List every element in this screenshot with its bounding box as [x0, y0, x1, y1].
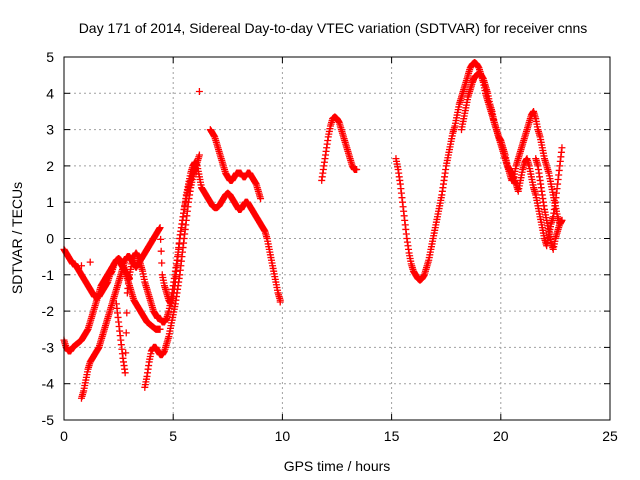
y-tick-label: -5 [42, 412, 55, 428]
data-point [156, 325, 164, 333]
x-tick-label: 25 [602, 428, 618, 444]
data-point [156, 224, 164, 232]
data-point [122, 349, 130, 357]
data-point [86, 258, 94, 266]
y-tick-label: 0 [46, 231, 54, 247]
data-point [353, 166, 361, 174]
data-point [257, 195, 265, 203]
data-point [121, 369, 129, 377]
series-arc-f [206, 126, 265, 203]
data-points [60, 58, 566, 402]
data-point [276, 298, 284, 306]
series-arc-c [77, 158, 284, 402]
y-tick-label: 5 [46, 49, 54, 65]
x-tick-label: 15 [384, 428, 400, 444]
plot-frame [63, 56, 611, 421]
y-axis-label: SDTVAR / TECUs [9, 182, 25, 294]
series-isolated [77, 87, 284, 306]
series-arc-e [141, 151, 203, 391]
data-point [558, 216, 566, 224]
data-point [157, 235, 165, 243]
chart-title: Day 171 of 2014, Sidereal Day-to-day VTE… [79, 20, 588, 36]
y-tick-label: -1 [42, 267, 55, 283]
series-arc-g [318, 113, 361, 184]
x-tick-label: 0 [60, 428, 68, 444]
y-tick-label: 3 [46, 122, 54, 138]
axis-ticks [63, 56, 611, 421]
y-tick-label: 4 [46, 85, 54, 101]
data-point [157, 247, 165, 255]
data-point [123, 309, 131, 317]
x-tick-label: 10 [275, 428, 291, 444]
y-tick-label: 2 [46, 158, 54, 174]
data-point [77, 262, 85, 270]
series-arc-b [60, 254, 164, 355]
series-arc-j [532, 155, 566, 253]
x-tick-label: 20 [493, 428, 509, 444]
y-tick-label: 1 [46, 194, 54, 210]
data-point [195, 151, 203, 159]
x-axis-label: GPS time / hours [284, 458, 391, 474]
data-point [158, 259, 166, 267]
y-tick-label: -2 [42, 303, 55, 319]
data-point [558, 144, 566, 152]
y-tick-label: -4 [42, 376, 55, 392]
data-point [122, 329, 130, 337]
series-arc-i [457, 69, 566, 250]
data-point [195, 87, 203, 95]
tick-labels: 0 5 10 15 20 25 -5 -4 -3 -2 -1 0 1 2 3 4 5 [42, 49, 618, 444]
x-tick-label: 5 [169, 428, 177, 444]
y-tick-label: -3 [42, 339, 55, 355]
